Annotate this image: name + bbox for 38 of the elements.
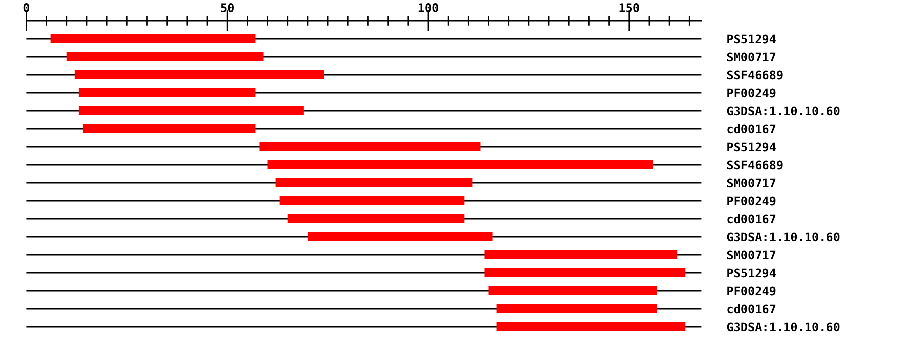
bar bbox=[484, 250, 678, 260]
y-tick-label: cd00167 bbox=[728, 124, 776, 134]
bar bbox=[308, 232, 493, 242]
y-tick-label: SSF46689 bbox=[727, 160, 783, 170]
bar bbox=[288, 214, 465, 224]
bar bbox=[496, 304, 658, 314]
y-tick-label: cd00167 bbox=[728, 214, 776, 224]
bar bbox=[268, 160, 654, 170]
y-tick-label: PS51294 bbox=[728, 34, 776, 44]
y-tick-label: SSF46689 bbox=[727, 70, 783, 80]
bar bbox=[66, 52, 264, 62]
bar bbox=[78, 88, 256, 98]
x-tick-label: 50 bbox=[221, 4, 234, 12]
y-tick-label: PS51294 bbox=[728, 268, 776, 278]
y-tick-label: PF00249 bbox=[728, 88, 776, 98]
bar bbox=[78, 106, 304, 116]
y-tick-label: SM00717 bbox=[727, 52, 776, 62]
y-tick-label: PF00249 bbox=[728, 196, 776, 206]
y-tick-label: PF00249 bbox=[728, 286, 776, 296]
y-tick-label: cd00167 bbox=[728, 304, 776, 314]
bar bbox=[82, 124, 256, 134]
x-tick-label: 150 bbox=[620, 4, 640, 12]
y-tick-label: G3DSA:1.10.10.60 bbox=[727, 232, 840, 242]
y-tick-label: SM00717 bbox=[727, 250, 776, 260]
y-tick-label: G3DSA:1.10.10.60 bbox=[727, 322, 840, 332]
x-tick-label: 100 bbox=[418, 4, 438, 12]
bar bbox=[50, 34, 256, 44]
bar bbox=[488, 286, 658, 296]
y-tick-label: SM00717 bbox=[727, 178, 776, 188]
bar bbox=[496, 322, 686, 332]
bar bbox=[260, 142, 481, 152]
bar bbox=[280, 196, 465, 206]
x-tick-label: 0 bbox=[24, 4, 30, 12]
bar bbox=[276, 178, 473, 188]
y-tick-label: PS51294 bbox=[728, 142, 776, 152]
bar bbox=[484, 268, 686, 278]
bar bbox=[74, 70, 324, 80]
y-tick-label: G3DSA:1.10.10.60 bbox=[727, 106, 840, 116]
